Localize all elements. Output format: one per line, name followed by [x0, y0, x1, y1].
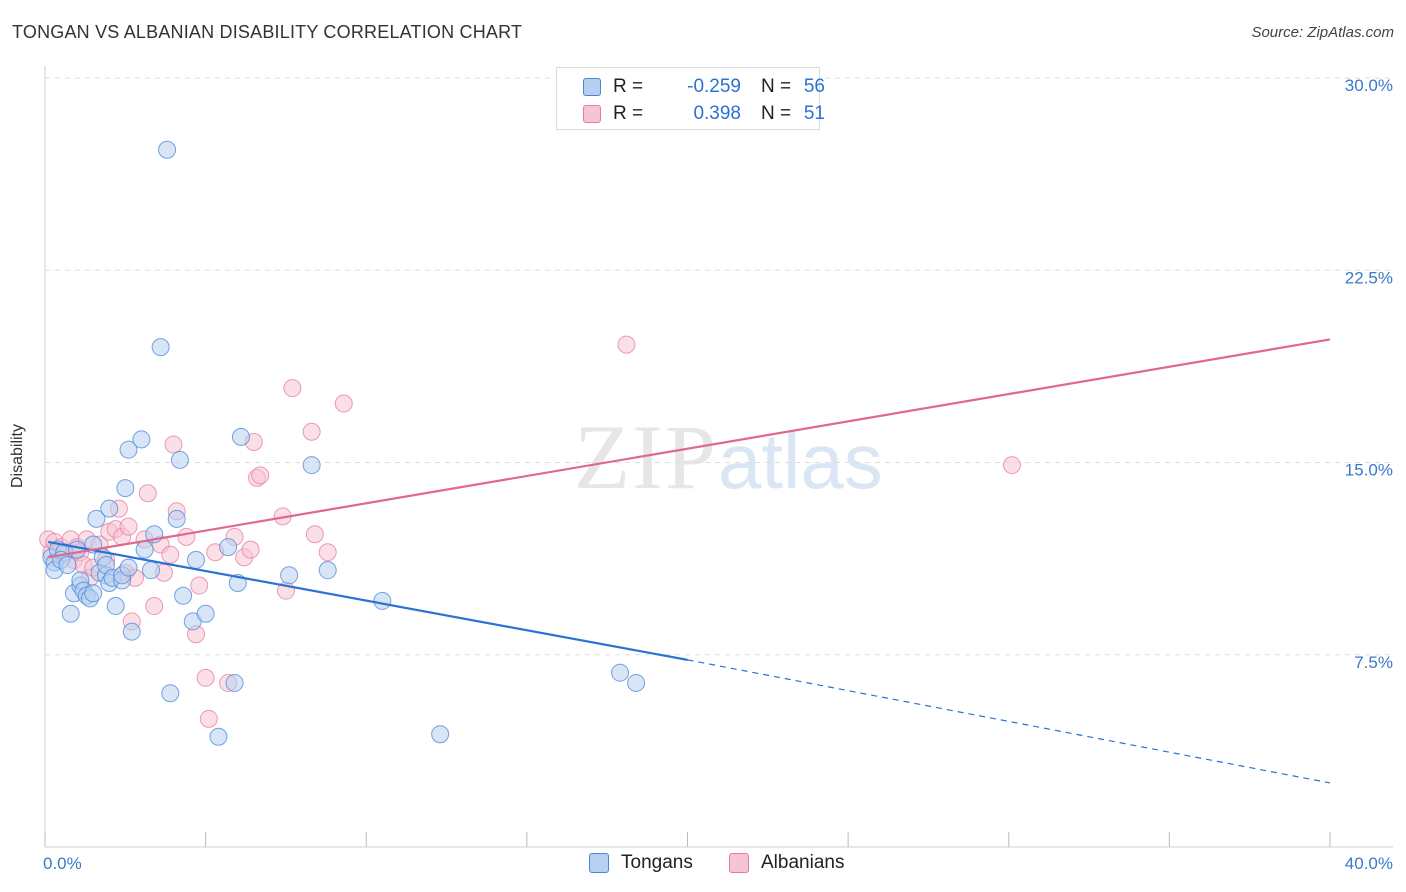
tongans-point-47 [225, 673, 244, 692]
albanians-point-28 [161, 545, 180, 564]
albanians-point-46 [283, 379, 302, 398]
albanians-point-35 [199, 709, 218, 728]
tongans-point-15 [84, 584, 103, 603]
albanians-n-label: N = [761, 103, 792, 124]
tongans-point-55 [611, 663, 630, 682]
tongans-point-41 [174, 586, 193, 605]
albanians-point-40 [241, 540, 260, 559]
tongans-point-56 [627, 673, 646, 692]
albanians-point-29 [164, 435, 183, 454]
tongans-point-17 [87, 509, 106, 528]
albanians-trend-line [48, 338, 1331, 559]
tongans-trend-extension [687, 659, 1331, 784]
tongans-point-33 [135, 540, 154, 559]
legend-label-albanians: Albanians [761, 852, 845, 873]
albanians-point-25 [145, 597, 164, 616]
y-tick-label-3: 30.0% [1345, 76, 1393, 95]
tongans-point-34 [142, 561, 161, 580]
tongans-point-39 [167, 509, 186, 528]
tongans-point-37 [158, 140, 177, 159]
tongans-point-32 [132, 430, 151, 449]
albanians-r-value: 0.398 [693, 103, 741, 124]
tongans-point-25 [106, 597, 125, 616]
y-tick-label-0: 7.5% [1354, 653, 1393, 672]
tongans-point-44 [196, 604, 215, 623]
tongans-legend-swatch [589, 853, 609, 873]
tongans-r-label: R = [613, 76, 644, 97]
tongans-point-50 [280, 566, 299, 585]
albanians-point-20 [119, 517, 138, 536]
tongans-point-7 [61, 604, 80, 623]
tongans-point-45 [209, 727, 228, 746]
albanians-n-value: 51 [803, 103, 825, 124]
tongans-point-6 [58, 556, 77, 575]
tongans-trend-line [48, 540, 688, 661]
tongans-point-54 [431, 725, 450, 744]
tongans-point-40 [170, 450, 189, 469]
albanians-point-31 [177, 527, 196, 546]
source-label: Source: ZipAtlas.com [1251, 24, 1394, 41]
albanians-point-24 [138, 484, 157, 503]
y-tick-label-2: 22.5% [1345, 268, 1393, 287]
tongans-point-49 [231, 427, 250, 446]
tongans-point-46 [219, 538, 238, 557]
albanians-swatch [583, 105, 601, 123]
tongans-point-36 [151, 338, 170, 357]
tongans-point-51 [302, 456, 321, 475]
albanians-legend-swatch [729, 853, 749, 873]
tongans-point-23 [100, 499, 119, 518]
y-tick-label-1: 15.0% [1345, 461, 1393, 480]
albanians-point-33 [190, 576, 209, 595]
tongans-r-value: -0.259 [687, 76, 741, 97]
legend-label-tongans: Tongans [621, 852, 693, 873]
tongans-point-38 [161, 684, 180, 703]
tongans-point-52 [318, 561, 337, 580]
albanians-point-47 [302, 422, 321, 441]
tongans-n-label: N = [761, 76, 792, 97]
tongans-point-43 [186, 550, 205, 569]
albanians-r-label: R = [613, 103, 644, 124]
albanians-point-50 [334, 394, 353, 413]
x-tick-label-0: 0.0% [43, 854, 82, 873]
stats-box: R = -0.259 N = 56 R = 0.398 N = 51 [556, 67, 825, 130]
tongans-point-53 [373, 591, 392, 610]
albanians-point-49 [318, 543, 337, 562]
tongans-swatch [583, 78, 601, 96]
watermark-atlas: atlas [718, 417, 883, 505]
tongans-point-30 [119, 440, 138, 459]
tongans-point-9 [68, 540, 87, 559]
tongans-point-31 [122, 622, 141, 641]
albanians-point-43 [251, 466, 270, 485]
albanians-point-51 [617, 335, 636, 354]
tongans-point-28 [116, 479, 135, 498]
x-tick-label-1: 40.0% [1345, 854, 1393, 873]
chart-title: TONGAN VS ALBANIAN DISABILITY CORRELATIO… [12, 22, 523, 42]
tongans-n-value: 56 [803, 76, 825, 97]
tongans-point-29 [119, 558, 138, 577]
albanians-point-34 [196, 668, 215, 687]
albanians-point-52 [1002, 456, 1021, 475]
watermark-zip: ZIP [574, 406, 718, 508]
albanians-point-48 [305, 525, 324, 544]
